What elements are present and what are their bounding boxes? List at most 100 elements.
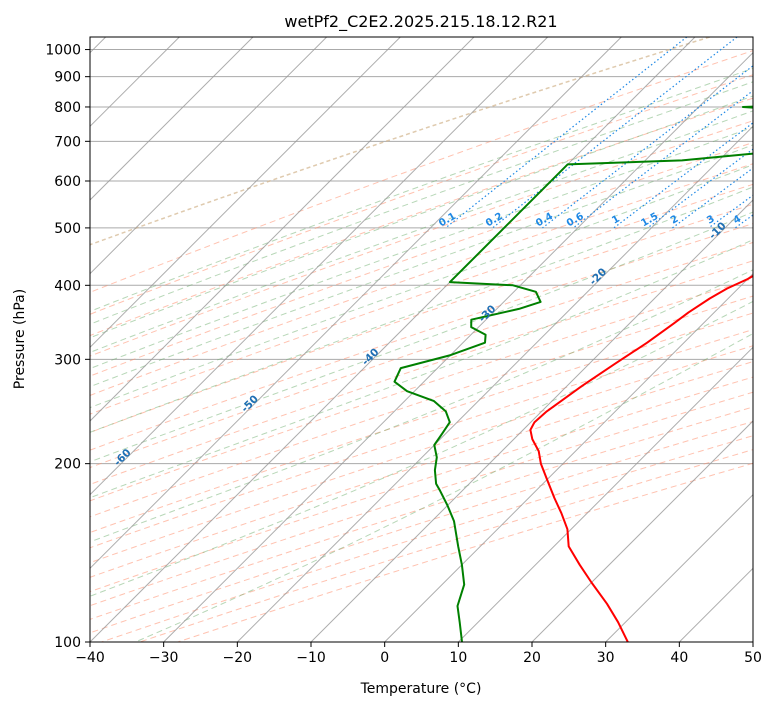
y-tick-label: 900 xyxy=(54,70,81,86)
dry-adiabat-line xyxy=(90,345,753,564)
mixing-ratio-line xyxy=(572,89,753,229)
dry-adiabat-line xyxy=(90,295,753,518)
mixing-ratio-line xyxy=(672,167,753,229)
moist-adiabat-line xyxy=(90,269,753,543)
mixing-ratio-line xyxy=(734,214,753,229)
isotherm-line xyxy=(90,37,328,275)
moist-adiabat-line xyxy=(135,332,753,642)
y-axis-ticks: 1000 900 800 700 600 500 400 300 200 100 xyxy=(45,43,90,651)
isotherm-line xyxy=(90,37,475,422)
dry-adiabat-line xyxy=(90,391,753,607)
x-tick-label: 0 xyxy=(380,650,389,666)
isotherm-line xyxy=(90,37,401,349)
moist-adiabat-line xyxy=(90,81,753,325)
x-tick-label: 30 xyxy=(597,650,615,666)
dry-adiabat-line xyxy=(90,312,753,534)
moist-adiabat-line xyxy=(90,239,753,499)
isotherm-label: -60 xyxy=(112,447,134,469)
dry-adiabat-line xyxy=(90,223,753,451)
mixing-ratio-label: 4 xyxy=(732,214,744,227)
y-tick-label: 500 xyxy=(54,221,81,237)
isotherm-label: -20 xyxy=(587,266,609,288)
dry-adiabat-line xyxy=(90,142,753,377)
mixing-ratio-label: 2 xyxy=(669,214,681,227)
isotherm-label: -70 xyxy=(0,489,17,511)
background-lines xyxy=(90,37,753,642)
isotherm-line xyxy=(384,272,753,642)
isotherm-line xyxy=(90,37,696,642)
isotherm-line xyxy=(678,567,753,642)
dry-adiabat-line xyxy=(101,435,753,642)
isotherm-line xyxy=(163,51,753,642)
y-tick-label: 200 xyxy=(54,457,81,473)
dry-adiabat-line xyxy=(90,203,753,433)
x-tick-label: −10 xyxy=(296,650,326,666)
isotherm-line xyxy=(752,641,753,642)
y-tick-label: 700 xyxy=(54,134,81,150)
x-tick-label: −30 xyxy=(149,650,179,666)
mixing-ratio-label: 3 xyxy=(705,214,717,227)
mixing-ratio-line xyxy=(542,65,753,229)
y-tick-label: 300 xyxy=(54,352,81,368)
isotherm-line xyxy=(90,37,254,201)
isotherm-line xyxy=(90,37,622,570)
moist-adiabat-line xyxy=(90,300,753,597)
dry-adiabat-line xyxy=(90,183,753,415)
x-tick-label: 50 xyxy=(744,650,762,666)
dry-adiabat-line xyxy=(90,50,753,293)
y-tick-label: 600 xyxy=(54,174,81,190)
dry-adiabat-line xyxy=(177,462,753,642)
y-axis-label: Pressure (hPa) xyxy=(12,289,28,389)
dry-adiabat-line xyxy=(90,74,753,315)
isotherm-label: -40 xyxy=(360,346,382,368)
mixing-ratio-line xyxy=(613,122,753,229)
isotherm-line xyxy=(236,125,753,642)
y-tick-label: 800 xyxy=(54,100,81,116)
x-tick-label: 40 xyxy=(670,650,688,666)
y-tick-label: 1000 xyxy=(45,43,81,59)
moist-adiabat-line xyxy=(90,164,753,409)
x-axis-ticks: −40 −30 −20 −10 0 10 20 30 40 50 xyxy=(75,642,762,666)
dry-adiabat-line xyxy=(90,329,753,549)
y-tick-label: 100 xyxy=(54,635,81,651)
dry-adiabat-line xyxy=(90,97,753,337)
x-axis-label: Temperature (°C) xyxy=(360,681,482,697)
dry-adiabat-line xyxy=(90,361,753,578)
moist-adiabat-line xyxy=(90,211,753,463)
moist-adiabat-line xyxy=(90,144,753,388)
moist-adiabat-line xyxy=(90,95,753,339)
isotherm-label: -50 xyxy=(239,393,261,415)
temperature-series-line xyxy=(529,274,753,642)
moist-adiabat-line xyxy=(90,186,753,433)
mixing-ratio-label: 6 xyxy=(771,214,775,227)
moist-adiabat-line xyxy=(90,67,753,312)
x-tick-label: −40 xyxy=(75,650,105,666)
dry-adiabat-line xyxy=(90,163,753,396)
mixing-ratio-label: 1 xyxy=(610,214,622,227)
x-tick-label: 20 xyxy=(523,650,541,666)
x-tick-label: −20 xyxy=(223,650,253,666)
profile-lines xyxy=(393,105,753,642)
isotherm-line xyxy=(605,493,753,642)
isotherm-line xyxy=(531,420,753,642)
tan-curve-line xyxy=(90,37,710,246)
dry-adiabat-line xyxy=(90,376,753,593)
x-tick-label: 10 xyxy=(449,650,467,666)
dry-adiabat-line xyxy=(90,241,753,469)
isotherm-line xyxy=(90,37,549,496)
isotherm-line xyxy=(310,199,753,642)
mixing-ratio-label: 0.4 xyxy=(534,211,555,229)
moist-adiabat-line xyxy=(90,126,753,370)
isotherm-line xyxy=(457,346,753,642)
dewpoint-series-line xyxy=(393,105,753,642)
moist-adiabat-line xyxy=(90,110,753,353)
mixing-ratio-line xyxy=(492,37,738,229)
plot-frame xyxy=(89,36,754,643)
dry-adiabat-line xyxy=(90,260,753,485)
y-tick-label: 400 xyxy=(54,278,81,294)
isotherm-label: -30 xyxy=(477,303,499,325)
dry-adiabat-line xyxy=(90,278,753,502)
chart-title: wetPf2_C2E2.2025.215.18.12.R21 xyxy=(284,12,557,32)
dry-adiabat-line xyxy=(90,120,753,357)
